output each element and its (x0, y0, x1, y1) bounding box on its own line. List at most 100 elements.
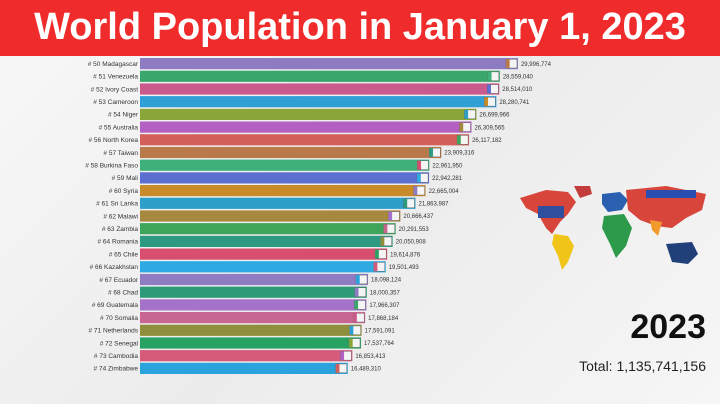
bar-label: # 55 Australia (99, 124, 139, 131)
bar-label: # 53 Cameroon (93, 99, 138, 106)
total-population: Total: 1,135,741,156 (579, 358, 706, 374)
bar-label: # 54 Niger (108, 112, 139, 119)
flag-stripe (340, 351, 345, 361)
flag-stripe (505, 59, 510, 68)
bar (140, 159, 430, 171)
bar-label: # 73 Cambodia (94, 353, 138, 360)
flag-stripe (403, 198, 408, 208)
bar-label: # 56 North Korea (88, 137, 138, 144)
bar-row: # 60 Syria 22,665,004 (109, 185, 459, 197)
bar (140, 108, 477, 120)
bar-row: # 53 Cameroon 28,280,741 (93, 96, 530, 108)
bar-label: # 59 Mali (112, 175, 138, 182)
bar (140, 58, 518, 70)
bar (140, 261, 386, 273)
bar-label: # 69 Guatemala (92, 302, 139, 309)
bar-label: # 64 Romania (98, 239, 139, 246)
bar-row: # 61 Sri Lanka 21,863,987 (96, 197, 449, 209)
bar (140, 324, 362, 336)
bar-value-label: 29,996,774 (521, 62, 552, 68)
bar-value-label: 17,868,184 (368, 316, 399, 322)
year-label: 2023 (630, 308, 706, 346)
bar-label: # 52 Ivory Coast (91, 86, 139, 93)
bar-row: # 56 North Korea 26,117,182 (88, 134, 502, 146)
bar-label: # 70 Somalia (100, 315, 138, 322)
bar-row: # 52 Ivory Coast 28,514,010 (91, 83, 533, 95)
bar-label: # 67 Ecuador (99, 277, 139, 284)
bar-label: # 66 Kazakhstan (90, 264, 139, 271)
bar-row: # 63 Zambia 20,291,553 (102, 223, 429, 235)
bar (140, 362, 348, 374)
bar (140, 273, 369, 286)
bar (140, 96, 497, 108)
map-russia-band (646, 190, 696, 198)
title-banner: World Population in January 1, 2023 (0, 0, 720, 56)
bar-value-label: 22,942,281 (432, 176, 463, 182)
bar-value-label: 21,863,987 (418, 202, 449, 208)
total-value: 1,135,741,156 (616, 358, 706, 374)
bar-row: # 55 Australia 26,309,565 (99, 121, 506, 133)
bar-label: # 61 Sri Lanka (96, 201, 138, 208)
bar-value-label: 16,853,413 (355, 354, 386, 360)
map-europe (602, 192, 628, 212)
bar-value-label: 26,699,966 (479, 113, 510, 119)
bar (140, 337, 361, 349)
map-greenland (574, 186, 592, 198)
bar (140, 235, 393, 247)
bar-value-label: 18,098,124 (371, 278, 402, 284)
bar-row: # 50 Madagascar 29,996,774 (88, 58, 552, 70)
flag-stripe (353, 313, 357, 322)
bar-label: # 57 Taiwan (103, 150, 138, 157)
bar (140, 312, 366, 324)
map-us-stripes (538, 206, 564, 218)
flag-stripe (487, 84, 491, 94)
bar-value-label: 23,909,316 (444, 151, 475, 157)
bar-label: # 63 Zambia (102, 226, 139, 233)
flag-stripe (349, 325, 354, 335)
bar-label: # 65 Chile (109, 251, 139, 258)
flag-stripe (464, 110, 469, 119)
flag-stripe (417, 173, 421, 183)
bar-row: # 67 Ecuador 18,098,124 (99, 273, 402, 286)
bar-label: # 74 Zimbabwe (94, 366, 139, 373)
flag-stripe (429, 148, 433, 157)
bar-value-label: 18,000,357 (370, 290, 401, 296)
bar-value-label: 17,537,764 (364, 341, 395, 347)
bar-value-label: 28,559,040 (503, 75, 534, 81)
bar (140, 210, 401, 222)
map-australia (666, 242, 698, 264)
bar-value-label: 17,966,307 (369, 303, 400, 309)
bar (140, 350, 353, 362)
bar (140, 299, 367, 311)
bar-row: # 54 Niger 26,699,966 (108, 108, 510, 120)
bar-value-label: 26,309,565 (475, 125, 506, 131)
bar-value-label: 28,280,741 (499, 100, 530, 106)
bar-label: # 71 Netherlands (88, 328, 138, 335)
bar (140, 83, 500, 95)
flag-stripe (373, 262, 378, 272)
flag-stripe (459, 122, 464, 132)
page-title: World Population in January 1, 2023 (34, 6, 686, 48)
bar-value-label: 22,961,950 (432, 163, 463, 169)
bar (140, 121, 472, 133)
map-south-america (552, 234, 574, 270)
bar-value-label: 28,514,010 (502, 87, 533, 93)
bar (140, 248, 388, 260)
bar-row: # 73 Cambodia 16,853,413 (94, 350, 386, 362)
flag-stripe (413, 186, 418, 195)
bar-label: # 51 Venezuela (93, 74, 138, 81)
bar-label: # 72 Senegal (100, 340, 139, 347)
flag-stripe (380, 237, 385, 246)
bar-row: # 57 Taiwan 23,909,316 (103, 146, 475, 159)
bar (140, 172, 430, 184)
flag-stripe (348, 338, 353, 348)
map-africa (602, 214, 632, 258)
bar (140, 70, 500, 82)
bar-label: # 68 Chad (108, 290, 138, 297)
bar-label: # 58 Burkina Faso (85, 163, 138, 170)
bar-value-label: 16,489,310 (351, 367, 382, 373)
flag-stripe (354, 300, 359, 310)
bar (140, 146, 442, 159)
bar-label: # 60 Syria (109, 188, 139, 195)
bar-row: # 71 Netherlands 17,591,091 (88, 324, 395, 336)
